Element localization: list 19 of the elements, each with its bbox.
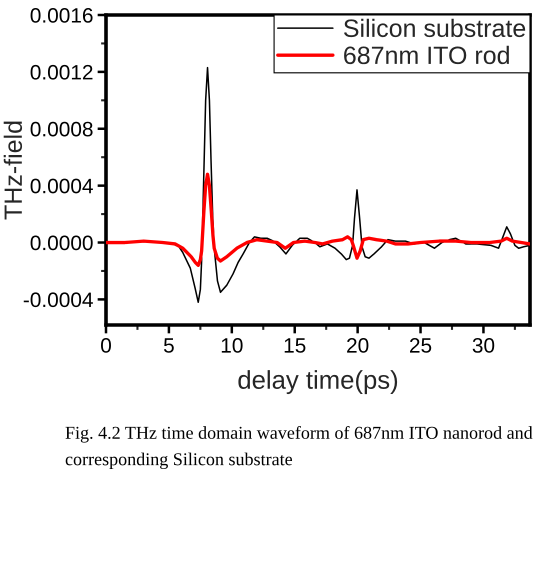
x-tick-label: 0 (101, 338, 111, 353)
x-tick-label: 10 (222, 338, 243, 353)
y-tick-label: 0.0004 (30, 178, 93, 194)
x-tick-label: 20 (347, 338, 368, 353)
y-tick-label: 0.0016 (30, 8, 93, 23)
y-tick-label: 0.0008 (30, 122, 93, 137)
y-tick-label: -0.0004 (24, 292, 93, 308)
x-axis-title: delay time(ps) (238, 370, 398, 394)
y-tick-label: 0.0012 (30, 64, 92, 80)
x-tick-label: 30 (472, 338, 494, 353)
line-series (106, 172, 530, 267)
x-tick-label: 25 (410, 338, 432, 353)
legend-label: 687nm ITO rod (344, 46, 509, 64)
x-tick-label: 15 (284, 338, 306, 353)
y-axis-title: THz-field (4, 122, 22, 220)
legend-label: Silicon substrate (344, 18, 526, 38)
x-tick-label: 5 (164, 338, 174, 353)
y-tick-label: 0.0000 (30, 236, 93, 250)
caption: Fig. 4.2 THz time domain waveform of 687nm ITO nanorod and corresponding Silicon substrate (66, 426, 532, 470)
